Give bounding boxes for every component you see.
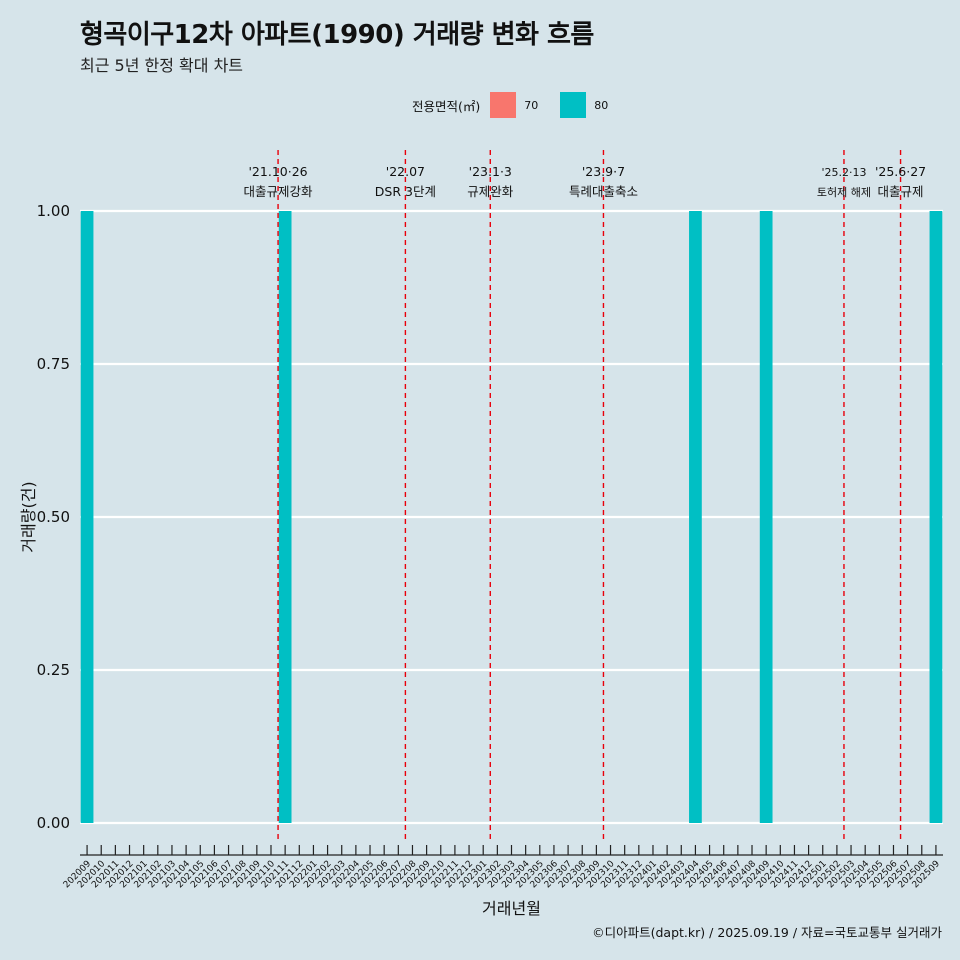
legend-swatch-70 [490, 92, 517, 118]
event-date-label: '23.1·3 [469, 164, 512, 179]
y-tick-label: 0.50 [37, 508, 70, 526]
event-name-label: 토허제 해제 [817, 185, 871, 199]
y-tick-label: 1.00 [37, 202, 70, 220]
event-date-label: '23.9·7 [582, 164, 625, 179]
event-date-label: '25.6·27 [875, 164, 926, 179]
event-name-label: 대출규제 [878, 184, 924, 199]
legend-label-70: 70 [524, 98, 539, 112]
event-name-label: 규제완화 [467, 184, 514, 199]
bar-80-202009 [80, 211, 94, 823]
legend-title: 전용면적(㎡) [412, 98, 481, 114]
event-date-label: '21.10·26 [249, 164, 308, 179]
footer-credit: ©디아파트(dapt.kr) / 2025.09.19 / 자료=국토교통부 실… [592, 925, 942, 940]
legend-label-80: 80 [594, 98, 609, 112]
event-name-label: DSR 3단계 [375, 184, 436, 199]
legend: 전용면적(㎡) 70 80 [412, 92, 630, 118]
bar-80-202404 [689, 211, 702, 823]
bar-80-202409 [759, 211, 773, 823]
chart-subtitle: 최근 5년 한정 확대 차트 [80, 56, 244, 75]
event-date-label: '25.2·13 [821, 166, 866, 179]
event-name-label: 특례대출축소 [569, 184, 638, 199]
y-tick-label: 0.75 [37, 355, 70, 373]
event-name-label: 대출규제강화 [244, 184, 314, 199]
bar-80-202509 [929, 211, 943, 823]
y-tick-label: 0.00 [37, 814, 70, 832]
y-tick-label: 0.25 [37, 661, 70, 679]
x-axis-title: 거래년월 [482, 899, 541, 918]
bar-80-202111 [278, 211, 292, 823]
chart-title: 형곡이구12차 아파트(1990) 거래량 변화 흐름 [80, 20, 594, 50]
y-axis-title: 거래량(건) [19, 481, 38, 552]
event-date-label: '22.07 [386, 164, 425, 179]
legend-swatch-80 [560, 92, 587, 118]
